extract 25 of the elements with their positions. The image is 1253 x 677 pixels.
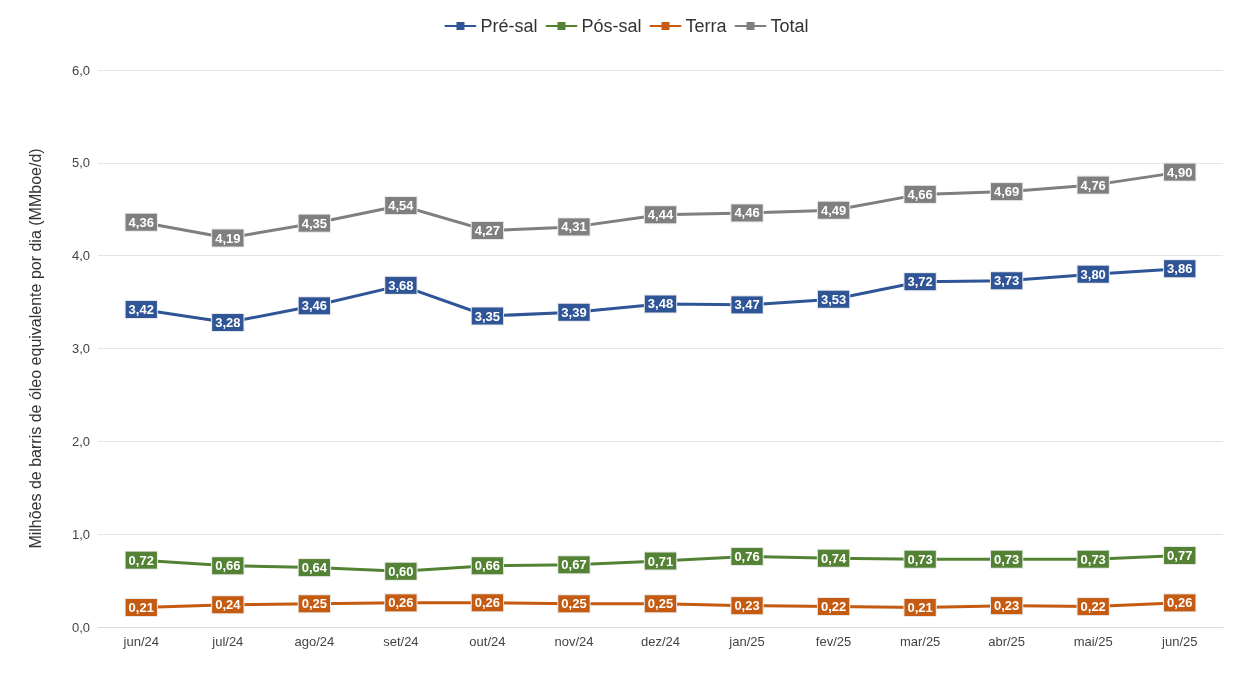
x-tick-label: mai/25 xyxy=(1073,634,1113,649)
x-tick-label: fev/25 xyxy=(815,634,852,649)
y-tick-label: 3,0 xyxy=(71,341,90,356)
legend-label: Pós-sal xyxy=(581,16,642,36)
x-tick-label: abr/25 xyxy=(988,634,1026,649)
x-tick-label: jun/25 xyxy=(1161,634,1198,649)
legend-label: Total xyxy=(770,16,809,36)
legend-label: Terra xyxy=(685,16,728,36)
x-tick-label: jun/24 xyxy=(122,634,159,649)
y-tick-label: 4,0 xyxy=(71,248,90,264)
x-tick-label: dez/24 xyxy=(640,634,681,649)
y-tick-label: 1,0 xyxy=(71,526,90,542)
x-tick-label: jan/25 xyxy=(728,634,765,649)
y-tick-label: 6,0 xyxy=(71,62,90,78)
y-tick-label: 5,0 xyxy=(71,155,90,171)
x-tick-label: out/24 xyxy=(469,634,506,649)
x-tick-label: nov/24 xyxy=(554,634,594,649)
x-tick-label: ago/24 xyxy=(294,634,335,649)
x-tick-label: set/24 xyxy=(383,634,419,649)
y-tick-label: 2,0 xyxy=(71,433,90,449)
y-axis-title: Milhões de barris de óleo equivalente por dia (MMboe/d) xyxy=(26,148,44,549)
x-tick-label: jul/24 xyxy=(211,634,244,649)
y-tick-label: 0,0 xyxy=(71,619,90,635)
x-tick-label: mar/25 xyxy=(899,634,941,649)
legend-label: Pré-sal xyxy=(480,16,538,36)
